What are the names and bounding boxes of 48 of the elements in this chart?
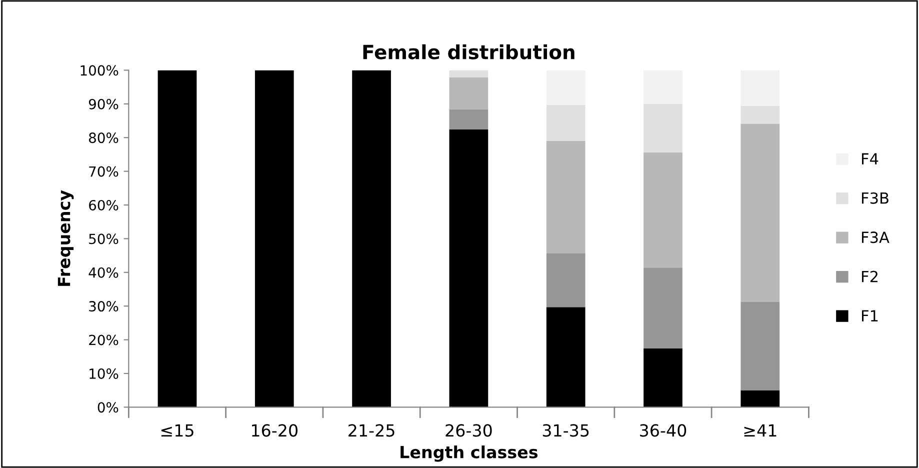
bar <box>644 348 682 408</box>
bar <box>644 268 682 349</box>
bar <box>740 302 780 390</box>
bar <box>158 70 197 408</box>
bar <box>740 70 780 106</box>
x-tick-label: 36-40 <box>640 424 686 437</box>
bar <box>546 70 586 105</box>
bar <box>740 390 780 408</box>
legend-label: F3A <box>862 232 890 244</box>
bar <box>644 70 682 104</box>
bar <box>449 70 488 78</box>
legend-label: F1 <box>862 310 878 322</box>
bar <box>546 307 586 408</box>
y-tick-label: 100% <box>80 65 118 76</box>
y-tick-label: 0% <box>98 402 118 413</box>
bar <box>644 104 682 152</box>
bar <box>740 124 780 302</box>
bar <box>740 106 780 124</box>
y-tick-label: 80% <box>89 132 118 144</box>
bar <box>449 77 488 110</box>
bar <box>449 130 488 408</box>
x-tick-label: 21-25 <box>348 424 394 437</box>
x-axis-title: Length classes <box>400 446 538 462</box>
y-tick-label: 30% <box>89 301 118 312</box>
y-axis-title: Frequency <box>58 190 74 286</box>
bar <box>546 253 586 308</box>
x-tick-label: 31-35 <box>542 424 589 437</box>
y-tick-label: 50% <box>89 234 118 244</box>
y-tick-label: 20% <box>89 334 118 346</box>
y-tick-label: 10% <box>90 368 118 379</box>
bar <box>546 140 586 254</box>
legend-label: F3B <box>862 192 888 204</box>
bar <box>449 109 488 130</box>
x-tick-label: 26-30 <box>446 424 492 437</box>
legend-label: F4 <box>862 153 878 164</box>
chart-title: Female distribution <box>363 44 574 60</box>
x-tick-label: 16-20 <box>252 424 298 437</box>
y-tick-label: 60% <box>89 200 118 210</box>
y-tick-label: 90% <box>88 98 118 110</box>
legend-label: F2 <box>862 270 878 282</box>
x-tick-label: ≥41 <box>744 424 776 436</box>
bar <box>254 70 294 408</box>
y-tick-label: 40% <box>88 267 118 278</box>
bar <box>644 152 682 268</box>
y-tick-label: 70% <box>89 166 118 177</box>
x-tick-label: ≤15 <box>161 424 194 437</box>
bar <box>352 70 391 408</box>
bar <box>546 104 586 141</box>
